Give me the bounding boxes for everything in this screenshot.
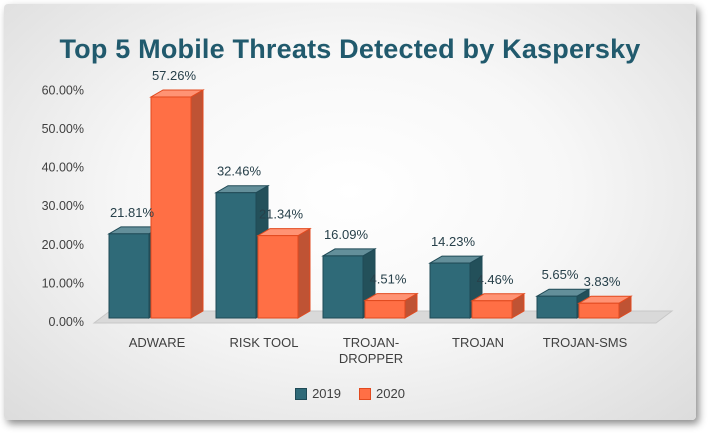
data-label-2020-1: 21.34%: [259, 207, 304, 222]
bar-front-face: [578, 302, 620, 319]
bar-2020-0: [149, 89, 205, 319]
data-label-2020-2: 4.51%: [370, 272, 407, 287]
x-tick-label-4: TROJAN-SMS: [543, 335, 628, 350]
y-tick-label: 60.00%: [42, 83, 84, 97]
legend-swatch-2020: [359, 387, 371, 400]
x-tick-label-3: TROJAN: [452, 335, 504, 350]
data-label-2020-3: 4.46%: [477, 272, 514, 287]
y-tick-label: 20.00%: [42, 238, 84, 252]
y-tick-label: 40.00%: [42, 161, 84, 175]
bar-side-face: [190, 89, 204, 319]
legend-swatch-2019: [295, 387, 308, 400]
data-label-2019-1: 32.46%: [217, 164, 262, 179]
y-axis: 0.00% 10.00% 20.00% 30.00% 40.00% 50.00% 60.00…: [42, 83, 84, 329]
bar-side-face: [297, 227, 311, 319]
bar-front-face: [429, 262, 471, 319]
bar-front-face: [364, 300, 406, 319]
bar-front-face: [215, 192, 257, 319]
bar-2020-2: [363, 292, 419, 319]
x-tick-label-2: TROJAN-: [343, 335, 399, 350]
bar-front-face: [322, 255, 364, 319]
data-label-2019-2: 16.09%: [324, 227, 369, 242]
y-tick-label: 50.00%: [42, 122, 84, 136]
label-layer: 21.81% 57.26% ADWARE 32.46% 21.34% RISK TOOL 1…: [110, 68, 628, 366]
x-tick-label-2: DROPPER: [339, 351, 403, 366]
y-tick-label: 30.00%: [42, 199, 84, 213]
bar-front-face: [536, 295, 578, 319]
data-label-2019-4: 5.65%: [542, 267, 579, 282]
y-tick-label: 10.00%: [42, 276, 84, 290]
data-label-2020-0: 57.26%: [152, 68, 197, 83]
bar-2020-1: [256, 227, 312, 319]
bar-2020-3: [470, 292, 526, 319]
bar-front-face: [108, 233, 150, 319]
bar-2020-4: [577, 295, 633, 319]
x-tick-label-1: RISK TOOL: [230, 335, 299, 350]
bar-front-face: [257, 235, 299, 319]
legend-label-2019: 2019: [312, 386, 341, 401]
legend-item-2020: 2020: [359, 386, 405, 401]
data-label-2020-4: 3.83%: [584, 274, 621, 289]
legend-label-2020: 2020: [376, 386, 405, 401]
plot-area: 0.00% 10.00% 20.00% 30.00% 40.00% 50.00% 60.00…: [42, 68, 674, 366]
data-label-2019-3: 14.23%: [431, 234, 476, 249]
bar-layer: [107, 89, 633, 319]
data-label-2019-0: 21.81%: [110, 205, 155, 220]
y-tick-label: 0.00%: [49, 315, 84, 329]
chart-title: Top 5 Mobile Threats Detected by Kaspers…: [59, 34, 641, 64]
bar-front-face: [150, 96, 192, 319]
legend: 2019 2020: [4, 386, 696, 401]
x-tick-label-0: ADWARE: [129, 335, 186, 350]
chart-frame: Top 5 Mobile Threats Detected by Kaspers…: [4, 4, 696, 420]
legend-item-2019: 2019: [295, 386, 341, 401]
bar-front-face: [471, 300, 513, 319]
